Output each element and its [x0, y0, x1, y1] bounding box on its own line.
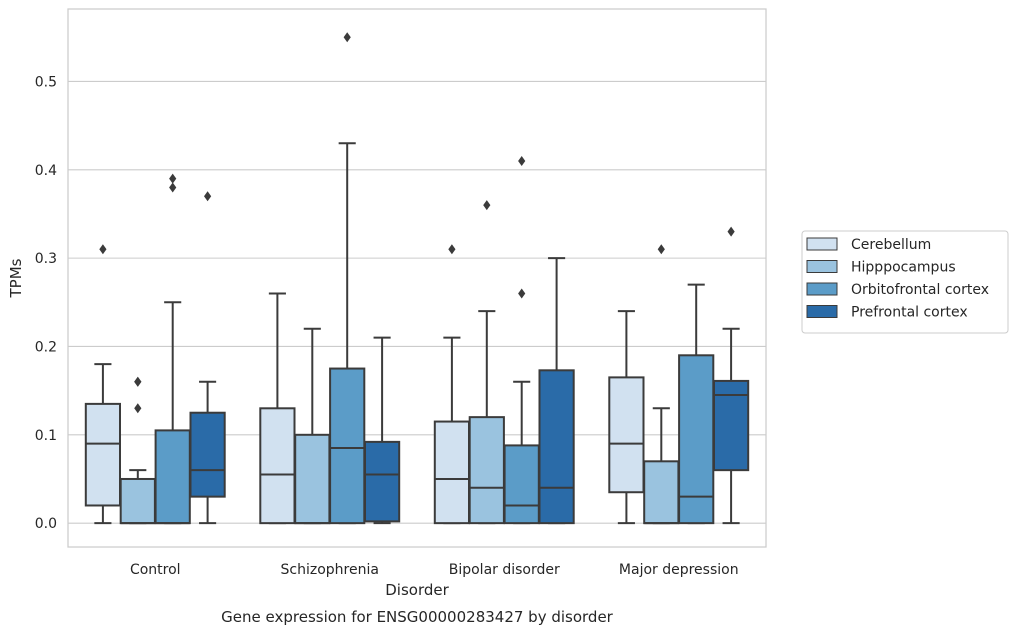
x-tick-label: Control [130, 562, 181, 578]
y-tick-label: 0.4 [35, 163, 57, 179]
x-tick-label: Schizophrenia [281, 562, 379, 578]
box-cerebellum [84, 244, 122, 525]
box-body [294, 433, 331, 525]
box-orbitofrontal-cortex [503, 155, 540, 525]
boxes [84, 32, 750, 525]
box-body [259, 407, 296, 525]
box-hipppocampus [294, 327, 331, 525]
box-body [154, 429, 191, 525]
outlier-point [518, 155, 526, 166]
box-body [468, 416, 505, 525]
box-hipppocampus [119, 376, 156, 525]
box-prefrontal-cortex [538, 257, 575, 525]
y-tick-label: 0.3 [35, 251, 57, 267]
legend-label: Prefrontal cortex [851, 305, 968, 321]
x-axis-ticks: Control Schizophrenia Bipolar disorder Majo… [130, 562, 739, 578]
box-prefrontal-cortex [363, 336, 401, 525]
box-prefrontal-cortex [712, 226, 750, 525]
y-tick-label: 0.5 [35, 74, 57, 90]
box-prefrontal-cortex [189, 191, 226, 525]
legend-swatch [806, 237, 838, 251]
legend-label: Cerebellum [851, 237, 931, 253]
box-body [119, 477, 156, 525]
outlier-point [657, 244, 665, 255]
outlier-point [727, 226, 735, 237]
x-tick-label: Bipolar disorder [449, 562, 560, 578]
box-body [363, 440, 401, 523]
box-cerebellum [608, 310, 645, 525]
outlier-point [169, 182, 177, 193]
y-axis-ticks: 0.0 0.1 0.2 0.3 0.4 0.5 [35, 74, 57, 532]
box-body [84, 402, 122, 507]
box-orbitofrontal-cortex [329, 32, 366, 525]
x-tick-label: Major depression [619, 562, 739, 578]
legend-swatch [806, 282, 838, 296]
legend-label: Orbitofrontal cortex [851, 282, 989, 298]
y-tick-label: 0.0 [35, 516, 57, 532]
box-orbitofrontal-cortex [154, 173, 191, 525]
box-body [678, 354, 715, 525]
outlier-point [134, 376, 142, 387]
y-tick-label: 0.2 [35, 339, 57, 355]
box-body [643, 460, 680, 525]
box-hipppocampus [468, 200, 505, 525]
box-cerebellum [259, 292, 296, 525]
box-body [189, 411, 226, 498]
y-axis-label: TPMs [7, 258, 25, 298]
legend-swatch [806, 260, 838, 273]
chart-caption: Gene expression for ENSG00000283427 by d… [221, 608, 614, 626]
outlier-point [99, 244, 107, 255]
box-body [503, 444, 540, 525]
box-cerebellum [433, 244, 471, 525]
outlier-point [134, 403, 142, 414]
legend-label: Hipppocampus [851, 260, 956, 276]
outlier-point [169, 173, 177, 184]
x-axis-label: Disorder [385, 581, 449, 599]
box-body [329, 367, 366, 525]
outlier-point [518, 288, 526, 299]
box-body [538, 369, 575, 525]
box-orbitofrontal-cortex [678, 283, 715, 525]
outlier-point [483, 200, 491, 211]
outlier-point [204, 191, 212, 202]
outlier-point [343, 32, 351, 43]
legend-swatch [806, 305, 838, 318]
outlier-point [448, 244, 456, 255]
box-hipppocampus [643, 244, 680, 525]
box-body [608, 376, 645, 494]
y-tick-label: 0.1 [35, 428, 57, 444]
box-body [433, 420, 471, 525]
legend: Cerebellum Hipppocampus Orbitofrontal cort… [801, 230, 1009, 334]
legend-frame [801, 230, 1009, 334]
plot-frame [67, 8, 767, 548]
